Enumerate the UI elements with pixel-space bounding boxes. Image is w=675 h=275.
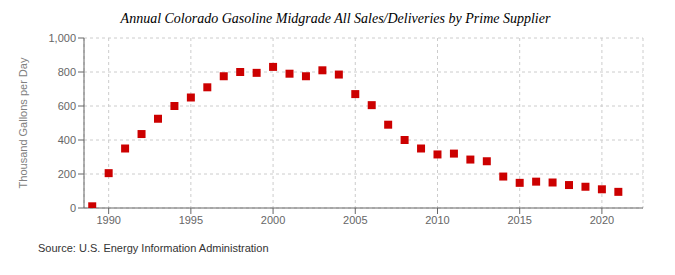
svg-text:Thousand Gallons per Day: Thousand Gallons per Day xyxy=(17,57,29,188)
svg-text:800: 800 xyxy=(58,66,76,78)
svg-text:2000: 2000 xyxy=(261,214,285,226)
svg-text:200: 200 xyxy=(58,168,76,180)
svg-text:2015: 2015 xyxy=(507,214,531,226)
svg-text:1990: 1990 xyxy=(96,214,120,226)
svg-text:600: 600 xyxy=(58,100,76,112)
svg-text:400: 400 xyxy=(58,134,76,146)
html-text:Source: U.S. Energy Informatio: Source: U.S. Energy Information Administ… xyxy=(38,242,269,254)
svg-text:2010: 2010 xyxy=(425,214,449,226)
svg-text:2020: 2020 xyxy=(590,214,614,226)
html-text:Annual Colorado Gasoline Midgr: Annual Colorado Gasoline Midgrade All Sa… xyxy=(120,11,551,26)
svg-text:1,000: 1,000 xyxy=(48,32,76,44)
svg-text:1995: 1995 xyxy=(179,214,203,226)
svg-text:2005: 2005 xyxy=(343,214,367,226)
svg-text:0: 0 xyxy=(70,202,76,214)
